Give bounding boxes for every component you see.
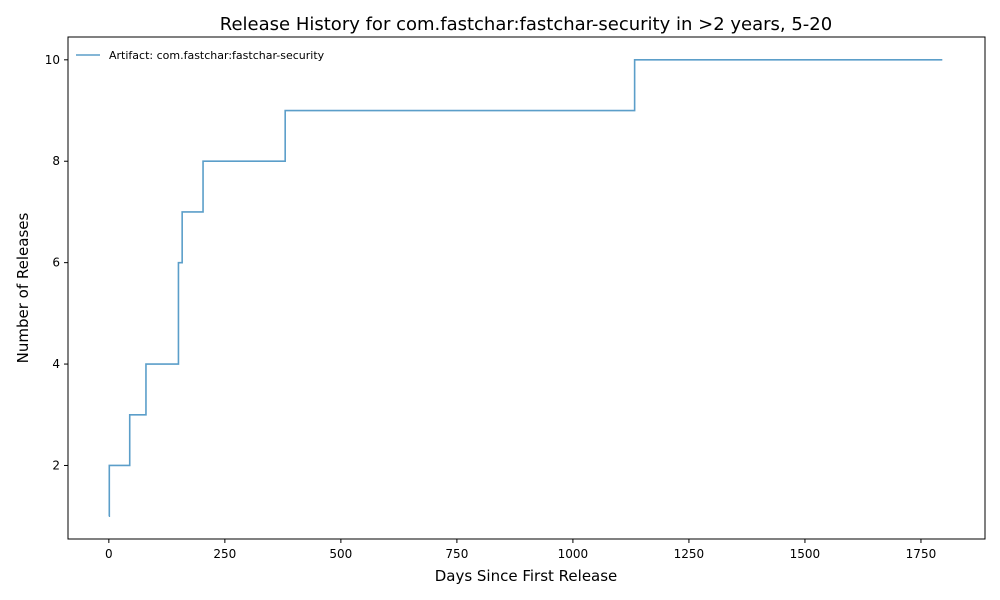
chart-title: Release History for com.fastchar:fastcha… — [220, 14, 832, 35]
y-tick-label: 10 — [45, 53, 60, 67]
x-axis-title: Days Since First Release — [435, 567, 618, 585]
y-axis-ticks: 2 4 6 8 10 — [45, 53, 68, 472]
x-tick-label: 1750 — [906, 547, 937, 561]
legend: Artifact: com.fastchar:fastchar-security — [76, 49, 325, 62]
y-tick-label: 4 — [52, 357, 60, 371]
plot-frame — [67, 36, 986, 540]
y-tick-label: 2 — [52, 458, 60, 472]
x-tick-label: 1000 — [558, 547, 589, 561]
x-tick-label: 1250 — [674, 547, 705, 561]
y-tick-label: 6 — [52, 256, 60, 270]
x-tick-label: 0 — [105, 547, 113, 561]
legend-label: Artifact: com.fastchar:fastchar-security — [109, 49, 325, 62]
series-step-line — [108, 59, 943, 517]
x-tick-label: 500 — [329, 547, 352, 561]
x-axis-ticks: 0 250 500 750 1000 1250 1500 1750 — [105, 539, 936, 561]
y-axis-title: Number of Releases — [14, 212, 32, 363]
y-tick-label: 8 — [52, 154, 60, 168]
x-tick-label: 250 — [213, 547, 236, 561]
x-tick-label: 1500 — [790, 547, 821, 561]
x-tick-label: 750 — [445, 547, 468, 561]
